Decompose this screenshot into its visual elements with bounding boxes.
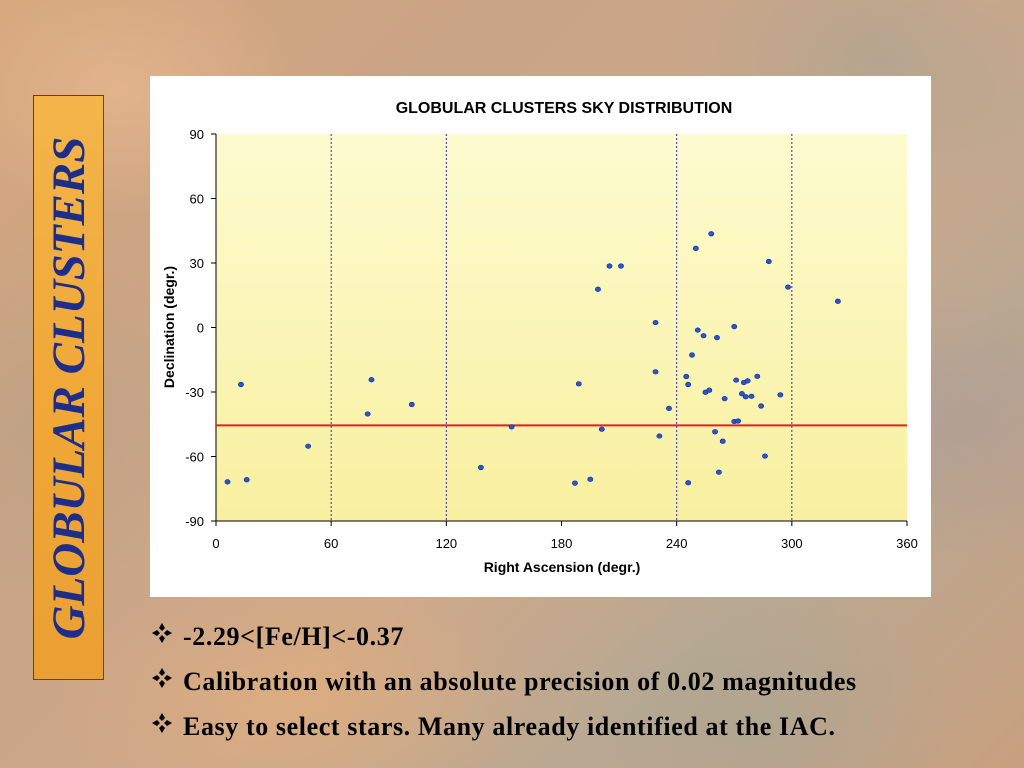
data-point bbox=[656, 433, 663, 439]
data-point bbox=[685, 480, 692, 486]
bullet-item: Easy to select stars. Many already ident… bbox=[150, 704, 1010, 749]
data-point bbox=[572, 480, 578, 486]
data-point bbox=[364, 411, 371, 417]
data-point bbox=[731, 324, 738, 330]
data-point bbox=[742, 394, 749, 400]
data-point bbox=[719, 438, 726, 444]
data-point bbox=[238, 381, 244, 388]
bullet-item: -2.29<[Fe/H]<-0.37 bbox=[150, 614, 1010, 659]
x-tick-label: 360 bbox=[896, 536, 918, 551]
plot-area bbox=[216, 134, 907, 521]
data-point bbox=[368, 377, 375, 383]
data-point bbox=[694, 327, 701, 333]
x-tick-label: 180 bbox=[551, 536, 573, 551]
data-point bbox=[508, 424, 515, 430]
side-banner: GLOBULAR CLUSTERS bbox=[33, 95, 104, 680]
data-point bbox=[785, 284, 791, 290]
x-axis-label: Right Ascension (degr.) bbox=[484, 559, 641, 575]
y-tick-label: -90 bbox=[185, 514, 204, 529]
y-tick-label: -30 bbox=[185, 385, 204, 400]
side-title: GLOBULAR CLUSTERS bbox=[42, 136, 95, 639]
data-point bbox=[708, 231, 715, 237]
diamond-bullet-icon bbox=[150, 711, 183, 742]
data-point bbox=[762, 453, 768, 459]
data-point bbox=[598, 426, 605, 432]
data-point bbox=[685, 381, 692, 388]
data-point bbox=[666, 405, 672, 411]
data-point bbox=[689, 352, 695, 358]
data-point bbox=[712, 429, 718, 435]
data-point bbox=[744, 378, 751, 384]
data-point bbox=[587, 476, 594, 482]
data-point bbox=[739, 391, 745, 397]
bullet-text: -2.29<[Fe/H]<-0.37 bbox=[183, 621, 404, 651]
y-tick-label: 0 bbox=[197, 321, 204, 336]
data-point bbox=[477, 464, 484, 471]
diamond-bullet-icon bbox=[150, 621, 183, 652]
diamond-bullet-icon bbox=[150, 666, 183, 697]
data-point bbox=[765, 258, 772, 265]
data-point bbox=[733, 377, 740, 383]
data-point bbox=[735, 418, 741, 424]
y-tick-label: -60 bbox=[185, 450, 204, 465]
data-point bbox=[652, 319, 659, 326]
data-point bbox=[652, 369, 659, 375]
data-point bbox=[692, 245, 699, 251]
data-point bbox=[721, 396, 728, 402]
y-axis-label: Declination (degr.) bbox=[161, 266, 177, 388]
y-tick-label: 30 bbox=[190, 256, 204, 271]
data-point bbox=[224, 479, 231, 485]
data-point bbox=[758, 403, 765, 409]
scatter-chart: GLOBULAR CLUSTERS SKY DISTRIBUTION 0 60 12… bbox=[161, 100, 918, 575]
x-tick-label: 120 bbox=[435, 536, 457, 551]
data-point bbox=[748, 393, 755, 399]
data-point bbox=[683, 373, 690, 380]
bullet-item: Calibration with an absolute precision o… bbox=[150, 659, 1010, 704]
data-point bbox=[754, 373, 761, 379]
x-tick-label: 240 bbox=[666, 536, 688, 551]
chart-panel: GLOBULAR CLUSTERS SKY DISTRIBUTION 0 60 12… bbox=[150, 76, 931, 597]
bullet-text: Calibration with an absolute precision o… bbox=[183, 666, 857, 696]
x-tick-label: 0 bbox=[212, 536, 219, 551]
data-point bbox=[777, 392, 784, 398]
data-point bbox=[715, 469, 722, 475]
data-point bbox=[595, 286, 601, 292]
data-point bbox=[700, 333, 707, 339]
data-point bbox=[243, 477, 250, 483]
data-point bbox=[305, 443, 312, 449]
bullet-text: Easy to select stars. Many already ident… bbox=[183, 711, 836, 741]
x-tick-label: 300 bbox=[781, 536, 803, 551]
bullet-list: -2.29<[Fe/H]<-0.37 Calibration with an a… bbox=[150, 614, 1010, 749]
data-point bbox=[408, 401, 415, 408]
data-point bbox=[606, 263, 613, 269]
data-point bbox=[714, 335, 720, 341]
chart-title: GLOBULAR CLUSTERS SKY DISTRIBUTION bbox=[396, 100, 733, 117]
y-tick-label: 60 bbox=[190, 192, 204, 207]
y-tick-label: 90 bbox=[190, 127, 204, 142]
data-point bbox=[835, 298, 841, 304]
data-point bbox=[618, 263, 624, 269]
data-point bbox=[706, 387, 713, 393]
data-point bbox=[575, 381, 582, 387]
x-tick-label: 60 bbox=[324, 536, 338, 551]
